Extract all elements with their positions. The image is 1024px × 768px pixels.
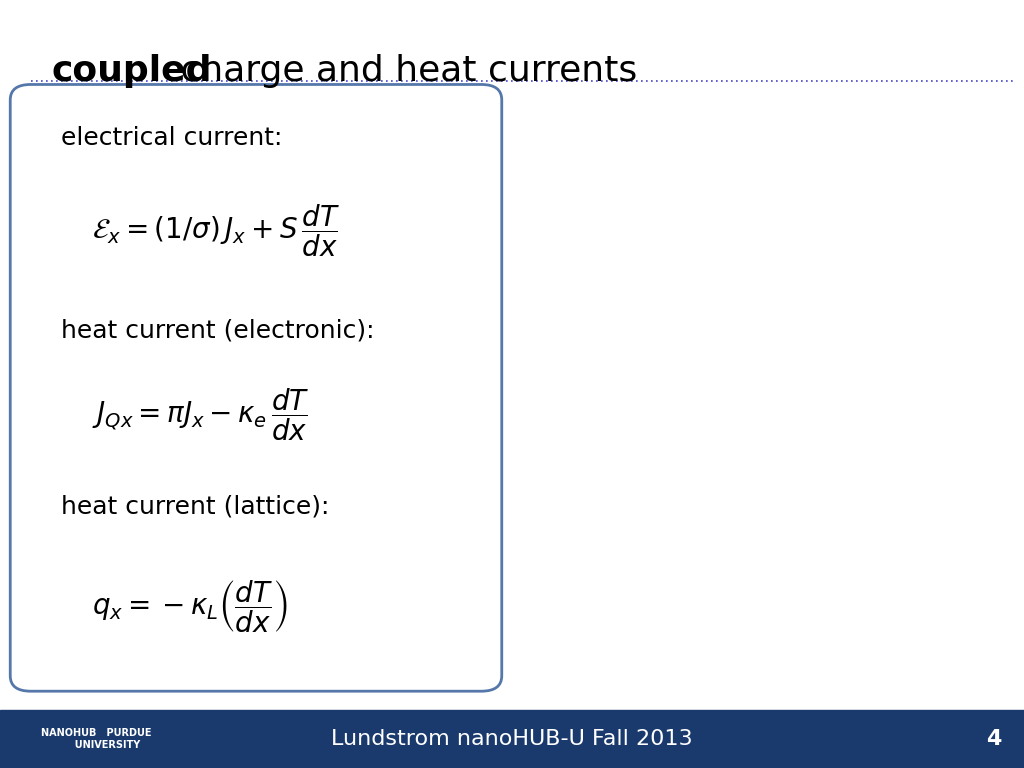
Text: coupled: coupled [51,54,212,88]
Text: electrical current:: electrical current: [61,126,283,151]
Text: Lundstrom nanoHUB-U Fall 2013: Lundstrom nanoHUB-U Fall 2013 [331,729,693,750]
Text: NANOHUB   PURDUE
          UNIVERSITY: NANOHUB PURDUE UNIVERSITY [41,728,152,750]
Text: 4: 4 [985,729,1001,750]
Text: heat current (electronic):: heat current (electronic): [61,318,375,343]
Text: charge and heat currents: charge and heat currents [169,54,637,88]
Text: $\mathcal{E}_x = (1/\sigma)\,J_x + S\,\dfrac{dT}{dx}$: $\mathcal{E}_x = (1/\sigma)\,J_x + S\,\d… [92,202,340,259]
FancyBboxPatch shape [10,84,502,691]
Bar [0,710,1024,768]
Text: $J_{Qx} = \pi J_x - \kappa_e\,\dfrac{dT}{dx}$: $J_{Qx} = \pi J_x - \kappa_e\,\dfrac{dT}… [92,386,310,443]
Text: heat current (lattice):: heat current (lattice): [61,495,330,519]
Text: $q_x = -\kappa_L \left(\dfrac{dT}{dx}\right)$: $q_x = -\kappa_L \left(\dfrac{dT}{dx}\ri… [92,578,288,635]
